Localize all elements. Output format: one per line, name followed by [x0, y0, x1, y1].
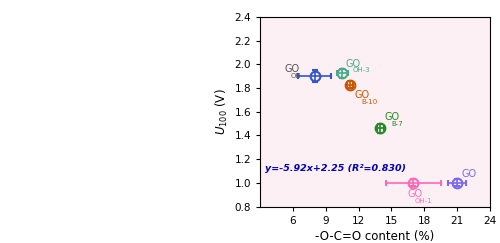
- Text: B-10: B-10: [361, 99, 378, 105]
- Text: GO: GO: [385, 113, 400, 122]
- Text: GO: GO: [346, 59, 360, 69]
- Y-axis label: $U_{100}$ (V): $U_{100}$ (V): [214, 88, 230, 135]
- Text: GO: GO: [462, 169, 476, 179]
- Text: GO: GO: [354, 90, 370, 100]
- Text: B-7: B-7: [392, 121, 404, 127]
- Text: GO: GO: [408, 190, 423, 200]
- Text: GO: GO: [284, 64, 299, 74]
- Text: OH: OH: [291, 73, 302, 79]
- X-axis label: -O-C=O content (%): -O-C=O content (%): [316, 230, 434, 243]
- Text: OH-1: OH-1: [415, 198, 432, 204]
- Text: OH-3: OH-3: [352, 67, 370, 73]
- Text: y=-5.92x+2.25 (R²=0.830): y=-5.92x+2.25 (R²=0.830): [266, 164, 406, 173]
